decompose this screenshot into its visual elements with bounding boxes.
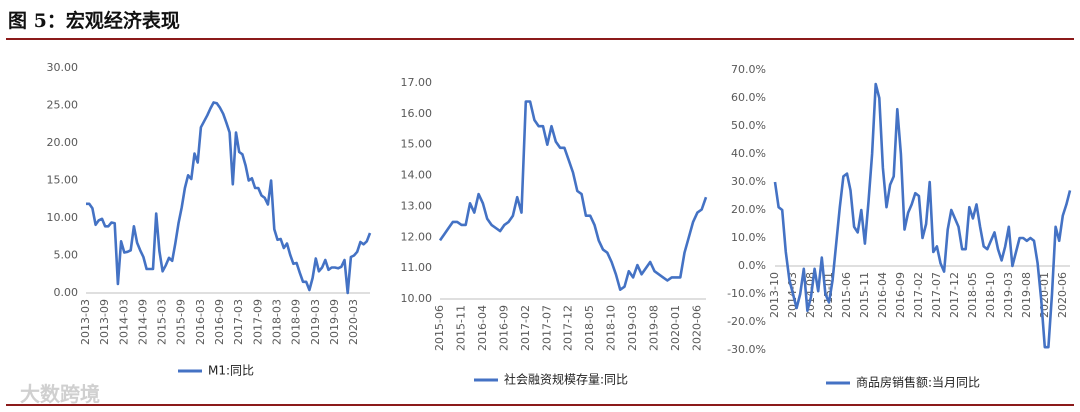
x-tick-label: 2016-03 [194, 299, 207, 345]
y-tick-label: 15.00 [401, 138, 433, 151]
x-tick-label: 2017-07 [540, 305, 553, 351]
x-tick-label: 2017-07 [930, 272, 943, 318]
x-tick-label: 2018-09 [290, 299, 303, 345]
x-tick-label: 2014-09 [136, 299, 149, 345]
x-tick-label: 2018-03 [270, 299, 283, 345]
y-tick-label: 5.00 [54, 249, 79, 262]
x-tick-label: 2013-09 [98, 299, 111, 345]
x-tick-label: 2017-09 [251, 299, 264, 345]
y-tick-label: 10.0% [731, 231, 766, 244]
footer-rule [6, 404, 1074, 406]
x-tick-label: 2015-09 [175, 299, 188, 345]
x-tick-label: 2017-02 [912, 272, 925, 318]
x-tick-label: 2014-03 [117, 299, 130, 345]
x-tick-label: 2017-12 [948, 272, 961, 318]
x-tick-label: 2019-08 [1020, 272, 1033, 318]
figure-title: 图 5：宏观经济表现 [8, 10, 180, 32]
watermark: 大数跨境 [20, 382, 100, 406]
x-tick-label: 2016-04 [476, 305, 489, 351]
x-tick-label: 2017-03 [232, 299, 245, 345]
x-tick-label: 2018-10 [984, 272, 997, 318]
x-tick-label: 2016-09 [213, 299, 226, 345]
x-tick-label: 2019-03 [309, 299, 322, 345]
y-tick-label: 30.0% [731, 175, 766, 188]
y-tick-label: 40.0% [731, 147, 766, 160]
x-tick-label: 2015-11 [858, 272, 871, 318]
y-tick-label: 20.00 [47, 136, 79, 149]
x-tick-label: 2019-03 [1002, 272, 1015, 318]
y-tick-label: 15.00 [47, 174, 79, 187]
x-tick-label: 2016-09 [497, 305, 510, 351]
x-tick-label: 2013-10 [768, 272, 781, 318]
x-tick-label: 2016-04 [876, 272, 889, 318]
y-tick-label: 30.00 [47, 61, 79, 74]
y-tick-label: 60.0% [731, 91, 766, 104]
y-tick-label: 70.0% [731, 63, 766, 76]
y-tick-label: 17.00 [401, 76, 433, 89]
series-line [773, 82, 1072, 349]
y-tick-label: -30.0% [727, 343, 766, 356]
x-tick-label: 2018-05 [583, 305, 596, 351]
x-tick-label: 2016-09 [894, 272, 907, 318]
legend-label: M1:同比 [208, 364, 254, 378]
y-tick-label: 10.00 [401, 292, 433, 305]
legend-label: 社会融资规模存量:同比 [504, 372, 628, 387]
x-tick-label: 2015-06 [433, 305, 446, 351]
x-tick-label: 2019-08 [648, 305, 661, 351]
x-tick-label: 2020-06 [1056, 272, 1069, 318]
y-tick-label: 10.00 [47, 211, 79, 224]
x-tick-label: 2017-02 [519, 305, 532, 351]
y-tick-label: 11.00 [401, 261, 433, 274]
y-tick-label: 50.0% [731, 119, 766, 132]
series-line [438, 100, 708, 291]
x-tick-label: 2019-09 [328, 299, 341, 345]
y-tick-label: -10.0% [727, 287, 766, 300]
y-tick-label: 14.00 [401, 169, 433, 182]
y-tick-label: 12.00 [401, 230, 433, 243]
series-line [86, 101, 372, 295]
x-tick-label: 2015-03 [156, 299, 169, 345]
y-tick-label: -20.0% [727, 315, 766, 328]
legend-label: 商品房销售额:当月同比 [856, 375, 980, 390]
x-tick-label: 2018-05 [966, 272, 979, 318]
x-tick-label: 2018-10 [605, 305, 618, 351]
y-tick-label: 13.00 [401, 199, 433, 212]
y-tick-label: 0.00 [54, 286, 79, 299]
x-tick-label: 2015-11 [454, 305, 467, 351]
header-rule [6, 38, 1074, 40]
x-tick-label: 2017-12 [562, 305, 575, 351]
x-tick-label: 2020-01 [669, 305, 682, 351]
y-tick-label: 20.0% [731, 203, 766, 216]
x-tick-label: 2020-06 [690, 305, 703, 351]
y-tick-label: 25.00 [47, 99, 79, 112]
x-tick-label: 2019-03 [626, 305, 639, 351]
x-tick-label: 2020-03 [347, 299, 360, 345]
y-tick-label: 16.00 [401, 107, 433, 120]
y-tick-label: 0.0% [738, 259, 766, 272]
x-tick-label: 2015-06 [840, 272, 853, 318]
x-tick-label: 2013-03 [79, 299, 92, 345]
